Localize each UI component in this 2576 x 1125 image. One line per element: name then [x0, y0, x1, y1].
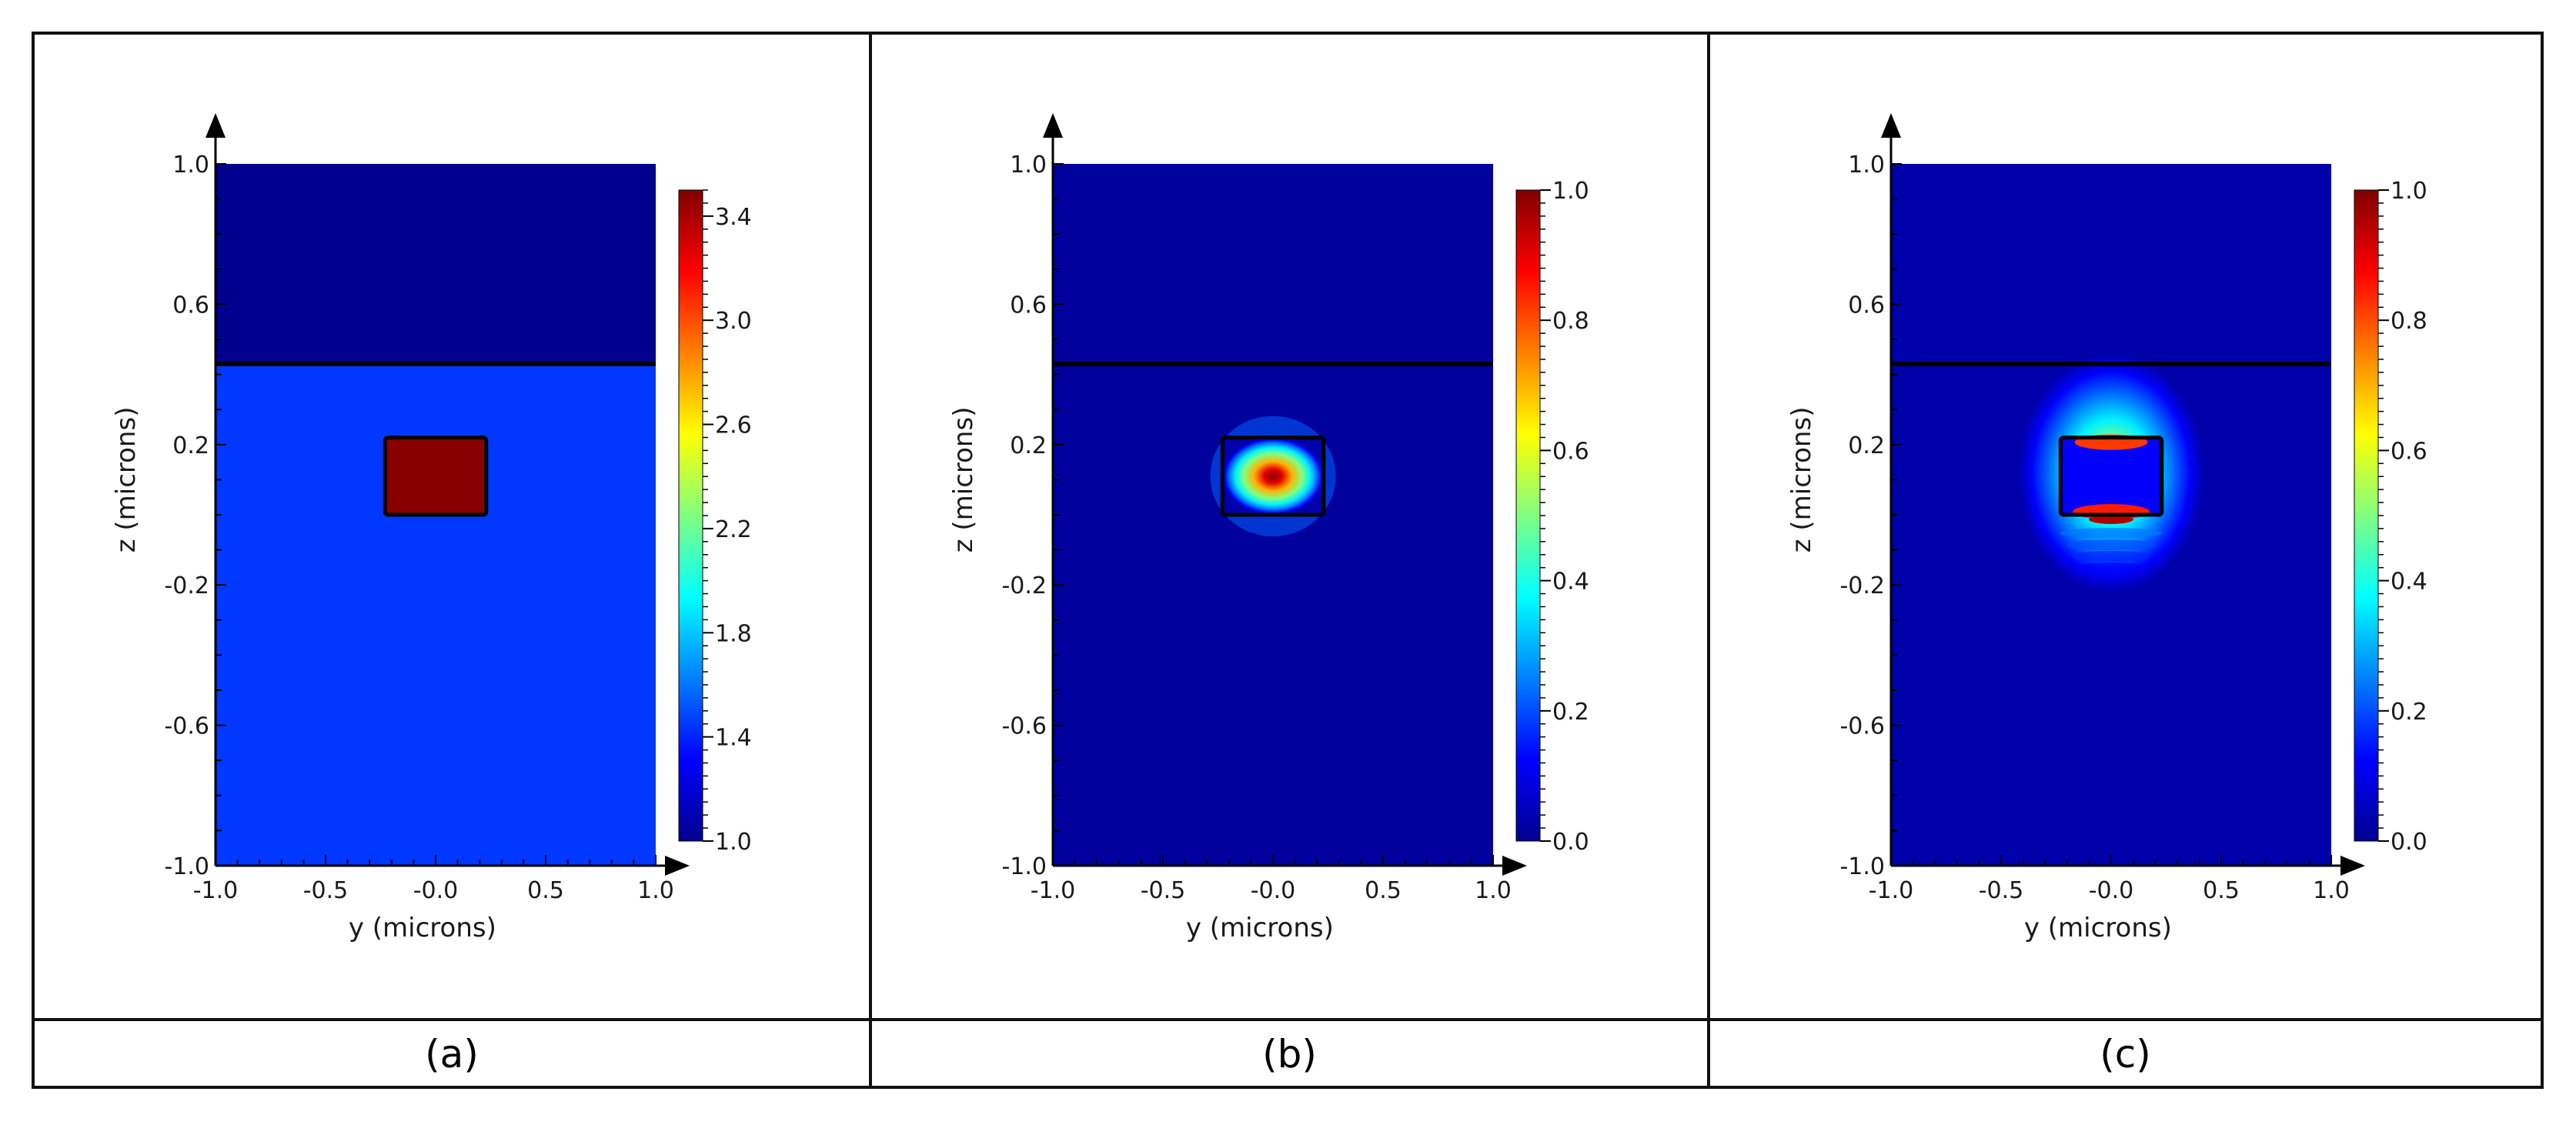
y-tick-label: 0.6 [1848, 292, 1885, 319]
y-tick-label: -1.0 [1839, 853, 1885, 880]
x-tick-label: 1.0 [637, 877, 674, 904]
panel-a: -1.0 -0.5 -0.0 0.5 1.0 1.0 0.6 0.2 -0.2 -0.6 -1.0 y… [111, 113, 752, 1077]
panel-caption: (c) [2100, 1032, 2151, 1077]
core-outline [1220, 436, 1326, 517]
colorbar-tick-label: 0.4 [2391, 569, 2427, 596]
colorbar-tick-label: 0.0 [1552, 829, 1589, 856]
y-tick-label: 1.0 [172, 152, 209, 179]
x-tick-label: -1.0 [193, 877, 239, 904]
colorbar-tick-label: 0.8 [1552, 308, 1589, 335]
colorbar-tick-label: 3.4 [715, 204, 752, 231]
colorbar-tick-label: 1.8 [715, 620, 752, 647]
x-tick-label: -0.0 [2089, 877, 2134, 904]
y-tick-label: 1.0 [1848, 152, 1885, 179]
colorbar-tick-label: 0.2 [2391, 699, 2427, 726]
colorbar-tick-label: 0.0 [2391, 829, 2427, 856]
colorbar [2354, 189, 2379, 842]
panel-b: -1.0 -0.5 -0.0 0.5 1.0 1.0 0.6 0.2 -0.2 -0.6 -1.0 y… [948, 113, 1589, 1077]
x-tick-label: -0.5 [303, 877, 349, 904]
y-axis-arrow [205, 113, 226, 138]
y-tick-label: -0.6 [164, 713, 209, 740]
y-axis-title: z (microns) [948, 407, 979, 553]
colorbar-tick-label: 0.6 [2391, 438, 2427, 465]
x-axis-title: y (microns) [349, 913, 496, 943]
y-tick-label: 0.2 [1848, 432, 1885, 459]
y-tick-label: -0.6 [1001, 713, 1047, 740]
colorbar-tick-label: 0.6 [1552, 438, 1589, 465]
heatmap-layer-cladding-top [216, 164, 656, 364]
y-tick-label: -0.2 [164, 573, 209, 599]
mode-field-ripple [2060, 528, 2162, 539]
heatmap-core-region [385, 437, 486, 515]
x-axis-arrow [665, 856, 690, 876]
x-tick-label: 1.0 [2313, 877, 2350, 904]
y-tick-label: 0.6 [1010, 292, 1047, 319]
y-tick-label: 1.0 [1010, 152, 1047, 179]
y-tick-label: -1.0 [1001, 853, 1047, 880]
colorbar [678, 189, 703, 842]
colorbar-tick-label: 3.0 [715, 308, 752, 335]
plot-area [216, 164, 656, 866]
colorbar-tick-label: 2.6 [715, 412, 752, 439]
mode-field-peak [1222, 437, 1324, 515]
y-tick-label: 0.6 [172, 292, 209, 319]
y-tick-label: -0.2 [1001, 573, 1047, 599]
y-tick-label: -0.2 [1839, 573, 1885, 599]
colorbar-tick-label: 0.8 [2391, 308, 2427, 335]
outer-border [32, 32, 2544, 1089]
colorbar [1515, 189, 1541, 842]
x-tick-label: 1.0 [1475, 877, 1512, 904]
x-tick-label: 0.5 [2203, 877, 2240, 904]
y-axis-title: z (microns) [1786, 407, 1817, 553]
x-tick-label: -0.5 [1141, 877, 1186, 904]
core-outline [2058, 436, 2164, 517]
y-tick-label: 0.2 [172, 432, 209, 459]
x-tick-label: -0.5 [1979, 877, 2024, 904]
panel-c: -1.0 -0.5 -0.0 0.5 1.0 1.0 0.6 0.2 -0.2 -0.6 -1.0 y… [1786, 113, 2427, 1077]
x-axis-title: y (microns) [1186, 913, 1334, 943]
x-axis-arrow [2340, 856, 2365, 876]
colorbar-tick-label: 2.2 [715, 516, 752, 543]
y-axis-arrow [1881, 113, 1901, 138]
y-axis-title: z (microns) [111, 407, 142, 553]
colorbar-tick-label: 1.4 [715, 725, 752, 752]
panel-caption: (a) [425, 1032, 479, 1077]
figure-frame [32, 32, 2544, 1089]
mode-field-core-interior [2060, 437, 2162, 515]
mode-field-ripple [2073, 551, 2150, 562]
y-tick-label: -0.6 [1839, 713, 1885, 740]
colorbar-tick-label: 0.4 [1552, 569, 1589, 596]
x-tick-label: -1.0 [1031, 877, 1076, 904]
x-tick-label: -0.0 [413, 877, 459, 904]
y-tick-label: -1.0 [164, 853, 209, 880]
x-tick-label: -1.0 [1869, 877, 1914, 904]
x-tick-label: 0.5 [527, 877, 564, 904]
panel-caption: (b) [1262, 1032, 1317, 1077]
y-tick-label: 0.2 [1010, 432, 1047, 459]
x-tick-label: 0.5 [1365, 877, 1402, 904]
mode-field-bottom-peak [2089, 515, 2133, 524]
mode-field-ripple [2078, 562, 2144, 573]
x-tick-label: -0.0 [1251, 877, 1296, 904]
core-outline [383, 436, 489, 517]
mode-field-ripple [2066, 539, 2156, 550]
colorbar-tick-label: 1.0 [2391, 178, 2427, 205]
colorbar-tick-label: 0.2 [1552, 699, 1589, 726]
colorbar-tick-label: 1.0 [1552, 178, 1589, 205]
colorbar-tick-label: 1.0 [715, 829, 752, 856]
x-axis-arrow [1502, 856, 1527, 876]
x-axis-title: y (microns) [2024, 913, 2172, 943]
y-axis-arrow [1043, 113, 1063, 138]
